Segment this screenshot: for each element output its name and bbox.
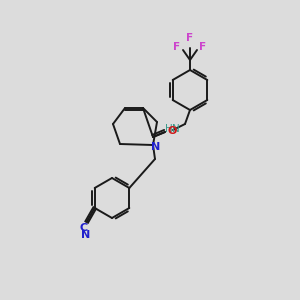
Text: C: C bbox=[80, 223, 88, 233]
Text: F: F bbox=[186, 33, 194, 43]
Text: H: H bbox=[165, 124, 173, 134]
Text: N: N bbox=[172, 124, 180, 134]
Text: O: O bbox=[167, 126, 177, 136]
Text: F: F bbox=[200, 42, 207, 52]
Text: N: N bbox=[152, 142, 160, 152]
Text: N: N bbox=[81, 230, 90, 240]
Text: F: F bbox=[173, 42, 181, 52]
